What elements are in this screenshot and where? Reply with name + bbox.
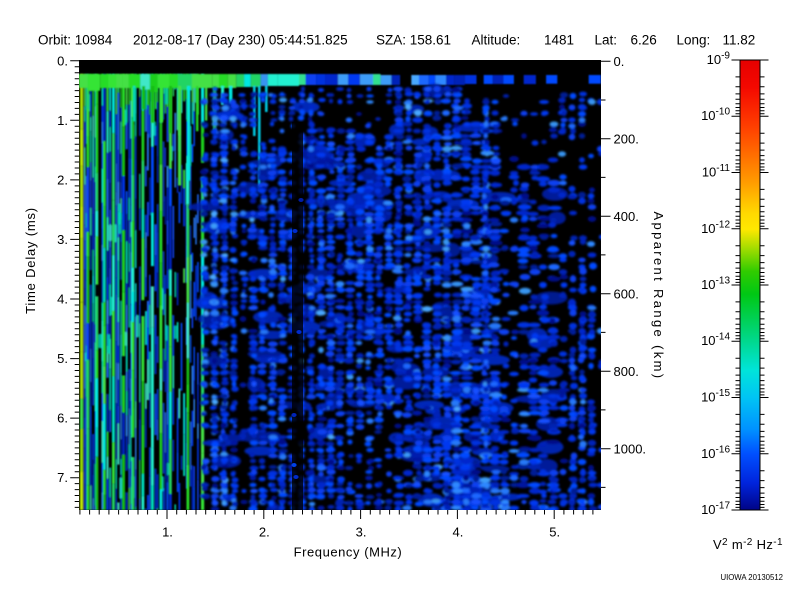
svg-text:1.: 1. xyxy=(57,113,68,128)
svg-text:800.: 800. xyxy=(614,364,639,379)
svg-text:2.: 2. xyxy=(259,525,270,540)
svg-text:10-11: 10-11 xyxy=(702,163,731,180)
svg-text:0.: 0. xyxy=(57,53,68,68)
svg-text:10-9: 10-9 xyxy=(707,51,731,68)
svg-text:4.: 4. xyxy=(57,292,68,307)
svg-text:5.: 5. xyxy=(57,351,68,366)
svg-text:Long:: Long: xyxy=(677,32,711,47)
svg-text:Frequency (MHz): Frequency (MHz) xyxy=(294,545,403,560)
svg-text:V2 m-2 Hz-1: V2 m-2 Hz-1 xyxy=(713,537,783,552)
svg-text:2.: 2. xyxy=(57,173,68,188)
svg-text:Lat:: Lat: xyxy=(595,32,618,47)
svg-text:3.: 3. xyxy=(57,232,68,247)
svg-text:10-16: 10-16 xyxy=(701,444,730,461)
svg-text:Apparent Range (km): Apparent Range (km) xyxy=(651,212,666,381)
svg-text:5.: 5. xyxy=(549,525,560,540)
svg-text:11.82: 11.82 xyxy=(723,32,756,47)
svg-text:Altitude:: Altitude: xyxy=(472,32,521,47)
svg-text:6.: 6. xyxy=(57,411,68,426)
svg-text:600.: 600. xyxy=(614,286,639,301)
svg-text:10-15: 10-15 xyxy=(701,388,730,405)
svg-text:1000.: 1000. xyxy=(614,441,647,456)
svg-text:10-14: 10-14 xyxy=(701,332,730,349)
svg-text:400.: 400. xyxy=(614,209,639,224)
svg-text:Orbit: 10984: Orbit: 10984 xyxy=(38,32,113,47)
svg-text:Time Delay (ms): Time Delay (ms) xyxy=(23,207,38,314)
svg-text:3.: 3. xyxy=(356,525,367,540)
svg-text:UIOWA 20130512: UIOWA 20130512 xyxy=(720,573,783,582)
svg-text:4.: 4. xyxy=(452,525,463,540)
svg-text:10-10: 10-10 xyxy=(701,107,730,124)
svg-text:SZA: 158.61: SZA: 158.61 xyxy=(376,32,451,47)
svg-text:0.: 0. xyxy=(614,54,625,69)
svg-text:1.: 1. xyxy=(162,525,173,540)
svg-text:7.: 7. xyxy=(57,470,68,485)
svg-text:200.: 200. xyxy=(614,131,639,146)
svg-text:6.26: 6.26 xyxy=(631,32,657,47)
svg-text:10-13: 10-13 xyxy=(701,276,730,293)
svg-text:10-17: 10-17 xyxy=(701,501,730,518)
svg-text:1481: 1481 xyxy=(544,32,574,47)
svg-text:2012-08-17 (Day 230) 05:44:51.: 2012-08-17 (Day 230) 05:44:51.825 xyxy=(133,32,348,47)
svg-text:10-12: 10-12 xyxy=(701,219,730,236)
